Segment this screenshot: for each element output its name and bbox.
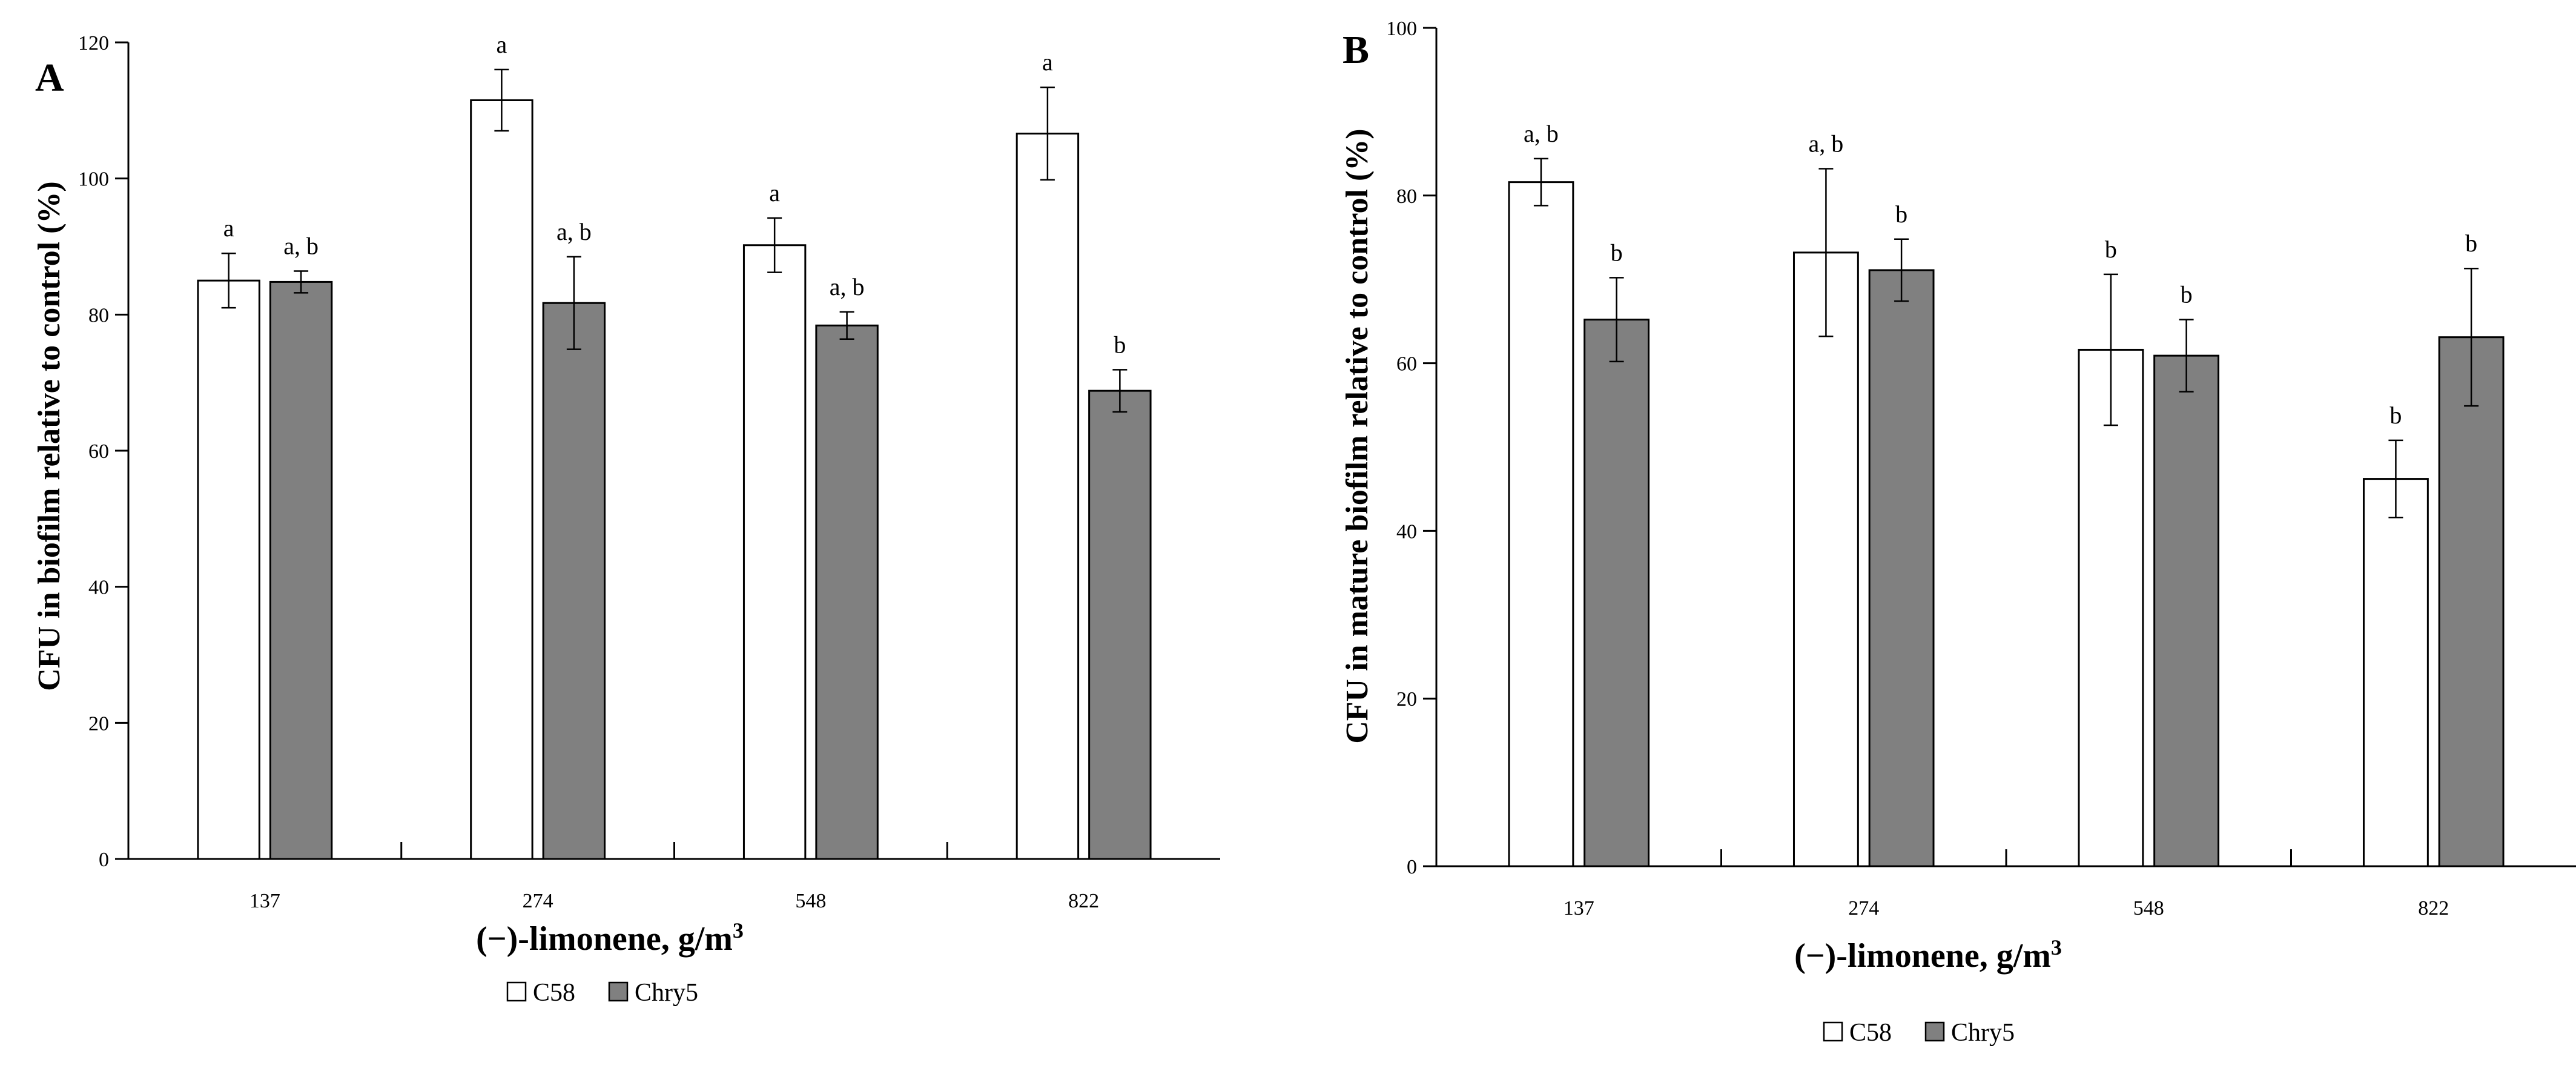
significance-label-chry5-137-b: b	[1611, 239, 1623, 266]
y-tick-label-b: 100	[1386, 18, 1417, 40]
bar-chry5-822-b	[2438, 336, 2505, 867]
bar-chry5-548-a	[815, 324, 879, 860]
chart-panel-a: A CFU in biofilm relative to control (%)…	[32, 31, 1220, 1007]
x-axis-title-superscript-b: 3	[2051, 935, 2062, 960]
y-tick-label-a: 80	[88, 304, 109, 327]
bar-chry5-548-b	[2153, 354, 2220, 867]
significance-label-c58-137-b: a, b	[1524, 120, 1559, 147]
x-tick-label-a: 548	[795, 890, 826, 912]
bar-c58-822-a	[1016, 133, 1080, 860]
x-tick-label-b: 137	[1564, 897, 1594, 920]
y-tick-label-a: 100	[78, 168, 109, 191]
panel-label-a: A	[35, 56, 64, 100]
legend-label-chry5-b: Chry5	[1951, 1019, 2015, 1047]
x-tick-label-a: 137	[249, 890, 280, 912]
bar-c58-274-a	[470, 99, 533, 860]
bar-chry5-822-a	[1088, 389, 1152, 860]
bar-c58-274-b	[1792, 251, 1859, 867]
legend-swatch-chry5-b	[1924, 1021, 1945, 1042]
significance-label-chry5-822-b: b	[2465, 230, 2477, 257]
y-tick-label-b: 20	[1396, 688, 1417, 711]
significance-label-c58-822-b: b	[2389, 402, 2402, 429]
bar-chry5-137-b	[1584, 319, 1650, 867]
panel-label-b: B	[1342, 28, 1369, 72]
legend-label-c58-b: C58	[1849, 1019, 1892, 1047]
legend-label-c58-a: C58	[533, 979, 575, 1007]
x-axis-title-superscript-a: 3	[733, 918, 744, 943]
x-tick-label-b: 274	[1848, 897, 1879, 920]
x-tick-label-b: 548	[2133, 897, 2164, 920]
significance-label-chry5-548-b: b	[2181, 281, 2193, 308]
y-axis-title-a: CFU in biofilm relative to control (%)	[32, 181, 67, 691]
y-axis-title-b: CFU in mature biofilm relative to contro…	[1340, 128, 1375, 743]
x-tick-label-a: 822	[1068, 890, 1099, 912]
y-tick-label-b: 60	[1396, 353, 1417, 376]
bar-c58-822-b	[2362, 478, 2429, 867]
significance-label-chry5-822-a: b	[1114, 331, 1126, 358]
significance-label-chry5-274-b: b	[1895, 201, 1907, 228]
y-tick-label-a: 120	[78, 32, 109, 55]
legend-swatch-c58-a	[506, 981, 527, 1002]
significance-label-c58-548-a: a	[769, 179, 780, 207]
y-tick-label-a: 20	[88, 712, 109, 735]
legend-b: C58 Chry5	[1823, 1019, 2015, 1047]
y-tick-label-a: 60	[88, 440, 109, 463]
bar-chry5-274-b	[1868, 269, 1935, 867]
y-tick-label-b: 40	[1396, 520, 1417, 543]
x-axis-title-text-b: (−)-limonene, g/m	[1794, 937, 2051, 975]
significance-label-c58-137-a: a	[223, 214, 234, 242]
bar-c58-548-a	[742, 244, 807, 860]
legend-swatch-chry5-a	[608, 981, 629, 1002]
bar-c58-137-b	[1508, 181, 1574, 867]
significance-label-chry5-548-a: a, b	[830, 273, 865, 300]
significance-label-c58-548-b: b	[2105, 236, 2117, 263]
significance-label-c58-822-a: a	[1042, 48, 1053, 76]
bar-chry5-137-a	[269, 280, 333, 860]
x-axis-title-b: (−)-limonene, g/m3	[1794, 935, 2062, 975]
bar-chry5-274-a	[542, 302, 606, 860]
bar-c58-548-b	[2078, 348, 2144, 867]
x-axis-title-text-a: (−)-limonene, g/m	[476, 920, 733, 958]
y-tick-label-a: 0	[99, 849, 109, 871]
significance-label-c58-274-a: a	[497, 31, 507, 58]
x-tick-label-a: 274	[523, 890, 553, 912]
legend-swatch-c58-b	[1823, 1021, 1843, 1042]
y-tick-label-b: 80	[1396, 185, 1417, 208]
x-tick-label-b: 822	[2418, 897, 2449, 920]
significance-label-chry5-274-a: a, b	[556, 218, 592, 245]
bar-c58-137-a	[197, 279, 260, 860]
legend-a: C58 Chry5	[506, 979, 698, 1007]
y-tick-label-a: 40	[88, 577, 109, 599]
significance-label-c58-274-b: a, b	[1809, 130, 1844, 157]
x-axis-title-a: (−)-limonene, g/m3	[476, 918, 744, 958]
chart-panel-b: B CFU in mature biofilm relative to cont…	[1340, 18, 2576, 1047]
y-tick-label-b: 0	[1407, 856, 1417, 878]
legend-label-chry5-a: Chry5	[635, 979, 698, 1007]
significance-label-chry5-137-a: a, b	[283, 232, 319, 259]
